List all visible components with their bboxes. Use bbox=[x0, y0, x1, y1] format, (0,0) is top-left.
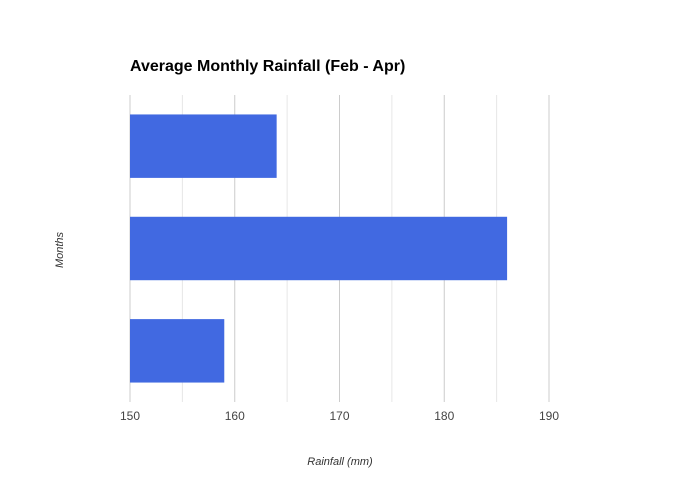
x-tick-label: 180 bbox=[434, 409, 454, 423]
x-tick-label: 170 bbox=[329, 409, 349, 423]
bar bbox=[130, 319, 225, 383]
chart-title: Average Monthly Rainfall (Feb - Apr) bbox=[130, 58, 405, 75]
bar bbox=[130, 114, 277, 178]
x-tick-label: 160 bbox=[225, 409, 245, 423]
x-tick-label: 190 bbox=[539, 409, 559, 423]
x-tick-label: 150 bbox=[120, 409, 140, 423]
bar bbox=[130, 216, 508, 281]
y-axis-label: Months bbox=[54, 231, 66, 268]
x-axis-label: Rainfall (mm) bbox=[307, 456, 373, 468]
